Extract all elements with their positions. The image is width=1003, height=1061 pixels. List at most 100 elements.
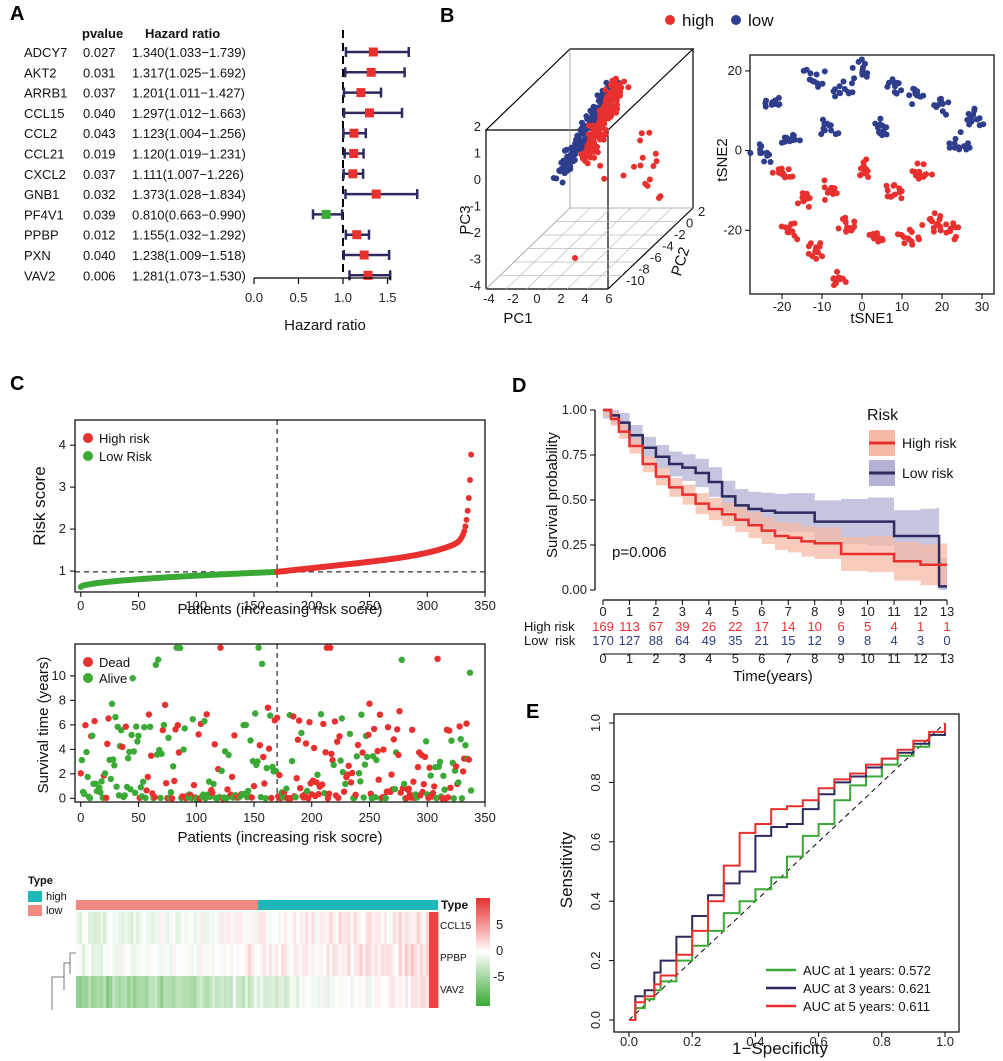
heatmap-cell [178, 944, 182, 976]
heatmap-cell [419, 912, 424, 944]
heatmap-cell [323, 912, 327, 944]
tsne-point-low [892, 83, 898, 90]
survival-point-dead [380, 746, 387, 753]
pca-point-low [556, 167, 563, 174]
heatmap-cell [76, 912, 80, 944]
heatmap-cell [272, 976, 276, 1008]
heatmap-cell [278, 912, 282, 944]
tsne-point-high [890, 182, 897, 189]
pca-point-high [646, 129, 653, 136]
pca-point-low [563, 159, 570, 166]
heatmap-cell [350, 912, 354, 944]
km-y-tick-label: 1.00 [562, 402, 587, 417]
heatmap-cell [419, 944, 424, 976]
heatmap-cell [257, 976, 261, 1008]
survival-point-dead [294, 736, 302, 743]
pca-point-high [597, 115, 603, 122]
tsne-point-low [849, 64, 856, 71]
risk-table-high-count: 17 [755, 619, 769, 634]
tsne-point-low [756, 141, 763, 148]
heatmap-cell [220, 944, 225, 976]
survival-point-dead [209, 789, 216, 797]
pca-point-high [650, 163, 657, 169]
heatmap-cell [398, 912, 403, 944]
panel-label-b: B [440, 5, 454, 27]
heatmap-cell [257, 944, 261, 976]
pca-point-high [596, 124, 603, 131]
heatmap-cell [184, 912, 189, 944]
heatmap-cell [214, 912, 219, 944]
forest-hr-marker [356, 88, 366, 98]
risk-table-x-tick-label: 5 [732, 651, 739, 666]
tsne-point-low [966, 144, 973, 151]
survival-point-alive [355, 770, 363, 777]
heatmap-cell [398, 976, 403, 1008]
heatmap-cell [320, 944, 324, 976]
heatmap-cell [281, 944, 285, 976]
pca-point-low [579, 119, 585, 126]
survival-point-alive [89, 732, 96, 739]
tsne-point-low [840, 78, 847, 85]
tsne-point-low [914, 92, 921, 99]
forest-col-hr: Hazard ratio [145, 26, 220, 41]
survival-point-dead [250, 782, 258, 790]
risk-table-high-count: 14 [781, 619, 795, 634]
survival-point-dead [328, 750, 335, 758]
roc-xlabel: 1−Specificity [732, 1039, 828, 1058]
heatmap-cell [202, 944, 207, 976]
heatmap-cell [184, 944, 189, 976]
tsne-point-high [929, 171, 935, 178]
survival-point-dead [426, 764, 433, 771]
tsne-point-low [821, 68, 828, 75]
tsne-point-high [809, 253, 816, 260]
survival-point-alive [112, 713, 119, 721]
km-legend-title: Risk [867, 407, 899, 424]
heatmap-cell [413, 944, 418, 976]
tsne-point-low [906, 92, 913, 99]
heatmap-cell [434, 944, 439, 976]
heatmap-cell [413, 912, 418, 944]
heatmap-cell [241, 976, 246, 1008]
heatmap-cell [371, 944, 376, 976]
heatmap-cell [293, 912, 297, 944]
forest-gene-label: AKT2 [24, 65, 57, 80]
survival-point-dead [446, 727, 453, 734]
heatmap-cell [100, 944, 104, 976]
heatmap-type-label: Type [441, 898, 468, 912]
heatmap-cell [368, 944, 373, 976]
tsne-point-low [872, 120, 879, 127]
heatmap-cell [377, 912, 382, 944]
heatmap-cell [85, 944, 89, 976]
heatmap-cell [241, 912, 246, 944]
heatmap-cell [326, 912, 330, 944]
pca-point-low [559, 179, 566, 186]
heatmap-cell [266, 976, 270, 1008]
heatmap-cell [416, 944, 421, 976]
heatmap-cell [235, 944, 240, 976]
survival-point-dead [293, 775, 300, 782]
roc-legend-1y-label: AUC at 1 years: 0.572 [803, 963, 931, 978]
survival-point-dead [77, 770, 85, 777]
survival-point-dead [410, 778, 417, 785]
risk-table-x-tick-label: 9 [838, 651, 845, 666]
pca-point-high [603, 104, 610, 110]
survival-point-alive [180, 746, 187, 753]
heatmap-cell [308, 912, 312, 944]
forest-gene-label: ARRB1 [24, 86, 67, 101]
tsne-point-high [843, 227, 850, 234]
heatmap-cell [299, 976, 303, 1008]
km-y-tick-label: 0.25 [562, 537, 587, 552]
pca-point-high [601, 120, 608, 127]
risk-x-tick-label: 300 [416, 598, 438, 613]
survival-point-dead [313, 779, 320, 786]
heatmap-cell [365, 944, 370, 976]
tsne-point-low [951, 140, 958, 147]
tsne-point-high [887, 193, 894, 200]
heatmap-cell [175, 944, 179, 976]
tsne-point-low [858, 56, 865, 63]
survival-point-dead [320, 720, 327, 728]
survival-point-alive [303, 787, 311, 795]
tsne-point-low [807, 70, 814, 77]
risk-score-plot: 0 50 100 150 200 250 300 350 1 2 3 4 High risk Low … [30, 419, 496, 618]
